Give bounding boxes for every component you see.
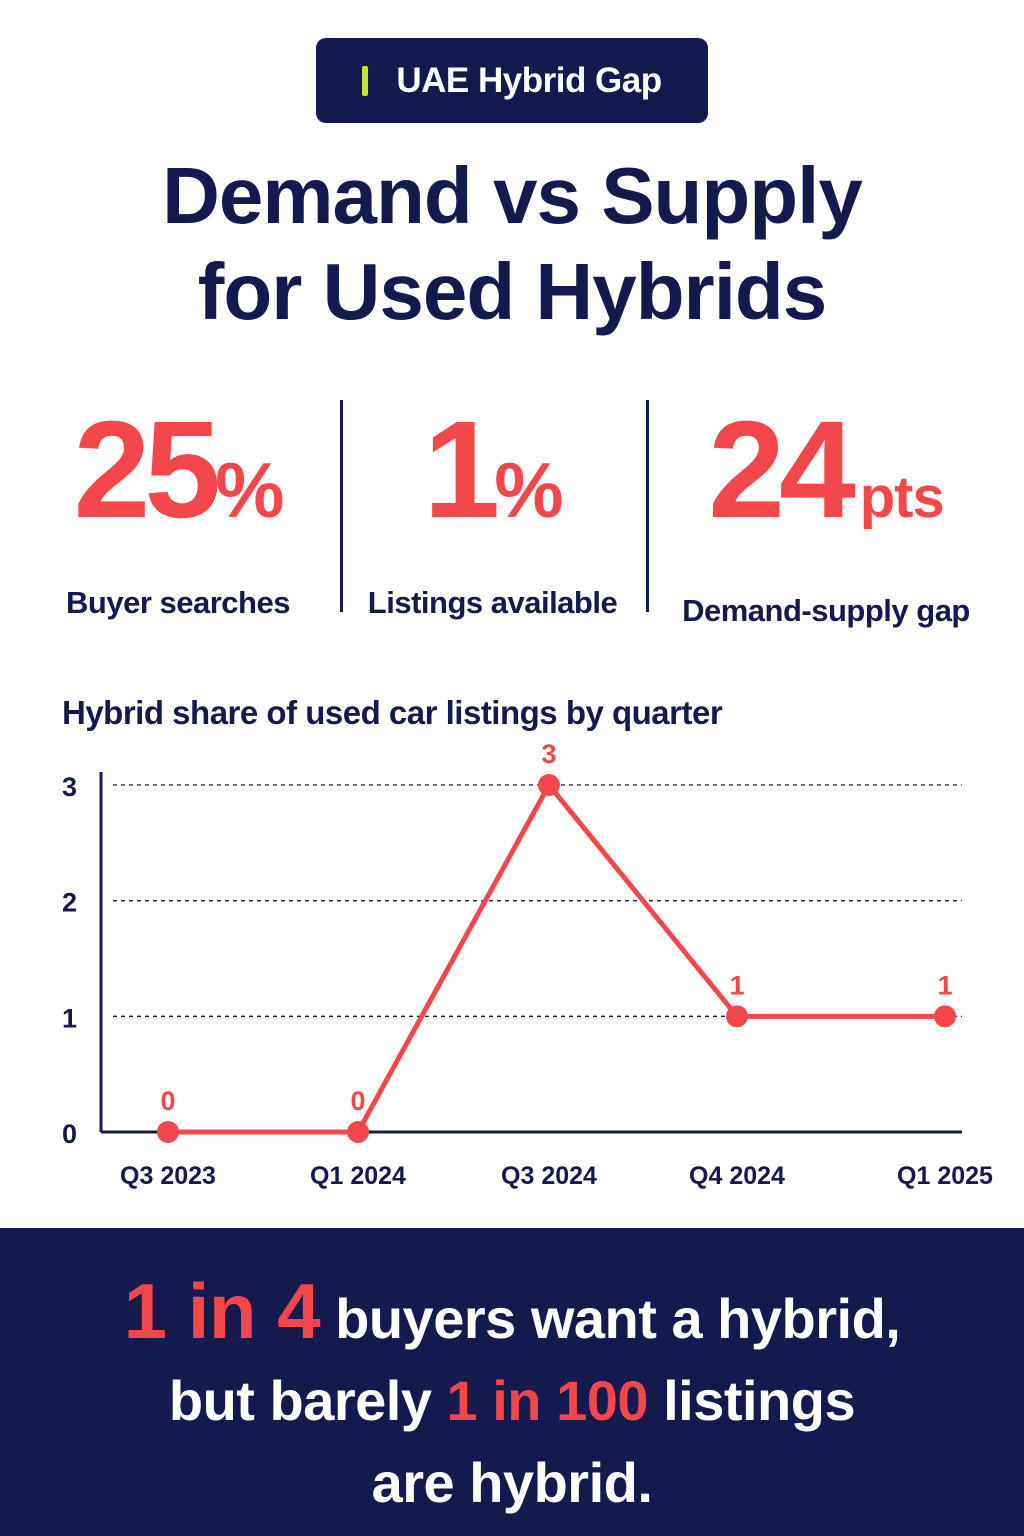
title-line-2: for Used Hybrids bbox=[197, 247, 828, 336]
data-point bbox=[934, 1005, 956, 1028]
data-point bbox=[347, 1121, 369, 1143]
stat-value: 24 pts bbox=[664, 395, 988, 573]
stat-buyer-searches: 25% Buyer searches bbox=[40, 395, 316, 620]
accent-bar bbox=[362, 65, 369, 96]
x-tick-label: Q3 2024 bbox=[501, 1162, 597, 1190]
y-tick-label: 0 bbox=[62, 1119, 77, 1149]
x-tick-label: Q4 2024 bbox=[689, 1162, 785, 1190]
stat-number: 24 bbox=[708, 393, 855, 547]
stat-demand-supply-gap: 24 pts Demand-supply gap bbox=[664, 395, 988, 628]
page-title: Demand vs Supply for Used Hybrids bbox=[0, 148, 1024, 340]
data-label: 1 bbox=[729, 970, 744, 1000]
summary-text-1: buyers want a hybrid, bbox=[320, 1287, 901, 1350]
x-tick-label: Q3 2023 bbox=[120, 1162, 216, 1190]
chart-title: Hybrid share of used car listings by qua… bbox=[62, 694, 723, 731]
y-tick-label: 3 bbox=[62, 772, 77, 802]
summary-banner: 1 in 4 buyers want a hybrid, but barely … bbox=[0, 1228, 1024, 1536]
line-chart: 0 1 2 3 Q3 2023 Q1 2024 Q3 2024 Q4 2024 Q1 2025 0… bbox=[62, 740, 993, 1190]
data-label: 0 bbox=[160, 1086, 175, 1116]
summary-highlight-2: 1 in 100 bbox=[446, 1369, 649, 1432]
data-label: 3 bbox=[541, 740, 556, 769]
stat-value: 1% bbox=[350, 395, 635, 565]
data-point bbox=[538, 774, 560, 796]
topic-badge: UAE Hybrid Gap bbox=[316, 38, 708, 123]
stat-listings-available: 1% Listings available bbox=[350, 395, 635, 620]
stat-unit: pts bbox=[859, 465, 945, 530]
series-line bbox=[165, 782, 948, 1135]
data-point bbox=[726, 1005, 748, 1028]
summary-text-2: but barely bbox=[168, 1369, 447, 1432]
summary-text-4: are hybrid. bbox=[371, 1451, 653, 1514]
stat-unit: % bbox=[215, 446, 284, 534]
summary-text: 1 in 4 buyers want a hybrid, but barely … bbox=[0, 1270, 1024, 1524]
stat-number: 25 bbox=[73, 393, 221, 547]
data-label: 1 bbox=[937, 970, 952, 1000]
stats-row: 25% Buyer searches 1% Listings available… bbox=[0, 395, 1024, 628]
title-line-1: Demand vs Supply bbox=[162, 151, 863, 240]
summary-text-3: listings bbox=[648, 1369, 856, 1432]
stat-divider bbox=[646, 400, 649, 612]
stat-value: 25% bbox=[40, 395, 316, 565]
x-tick-label: Q1 2025 bbox=[897, 1162, 993, 1190]
y-tick-label: 1 bbox=[62, 1003, 77, 1033]
data-label: 0 bbox=[350, 1086, 365, 1116]
stat-label: Buyer searches bbox=[66, 585, 290, 620]
data-point bbox=[157, 1121, 179, 1143]
summary-highlight-1: 1 in 4 bbox=[123, 1267, 321, 1355]
stat-label: Demand-supply gap bbox=[682, 593, 970, 628]
x-tick-label: Q1 2024 bbox=[310, 1162, 406, 1190]
y-tick-label: 2 bbox=[62, 888, 77, 918]
stat-unit: % bbox=[494, 446, 563, 534]
badge-text: UAE Hybrid Gap bbox=[396, 60, 662, 100]
stat-label: Listings available bbox=[367, 585, 618, 620]
stat-number: 1 bbox=[423, 393, 500, 547]
stat-divider bbox=[340, 400, 343, 612]
